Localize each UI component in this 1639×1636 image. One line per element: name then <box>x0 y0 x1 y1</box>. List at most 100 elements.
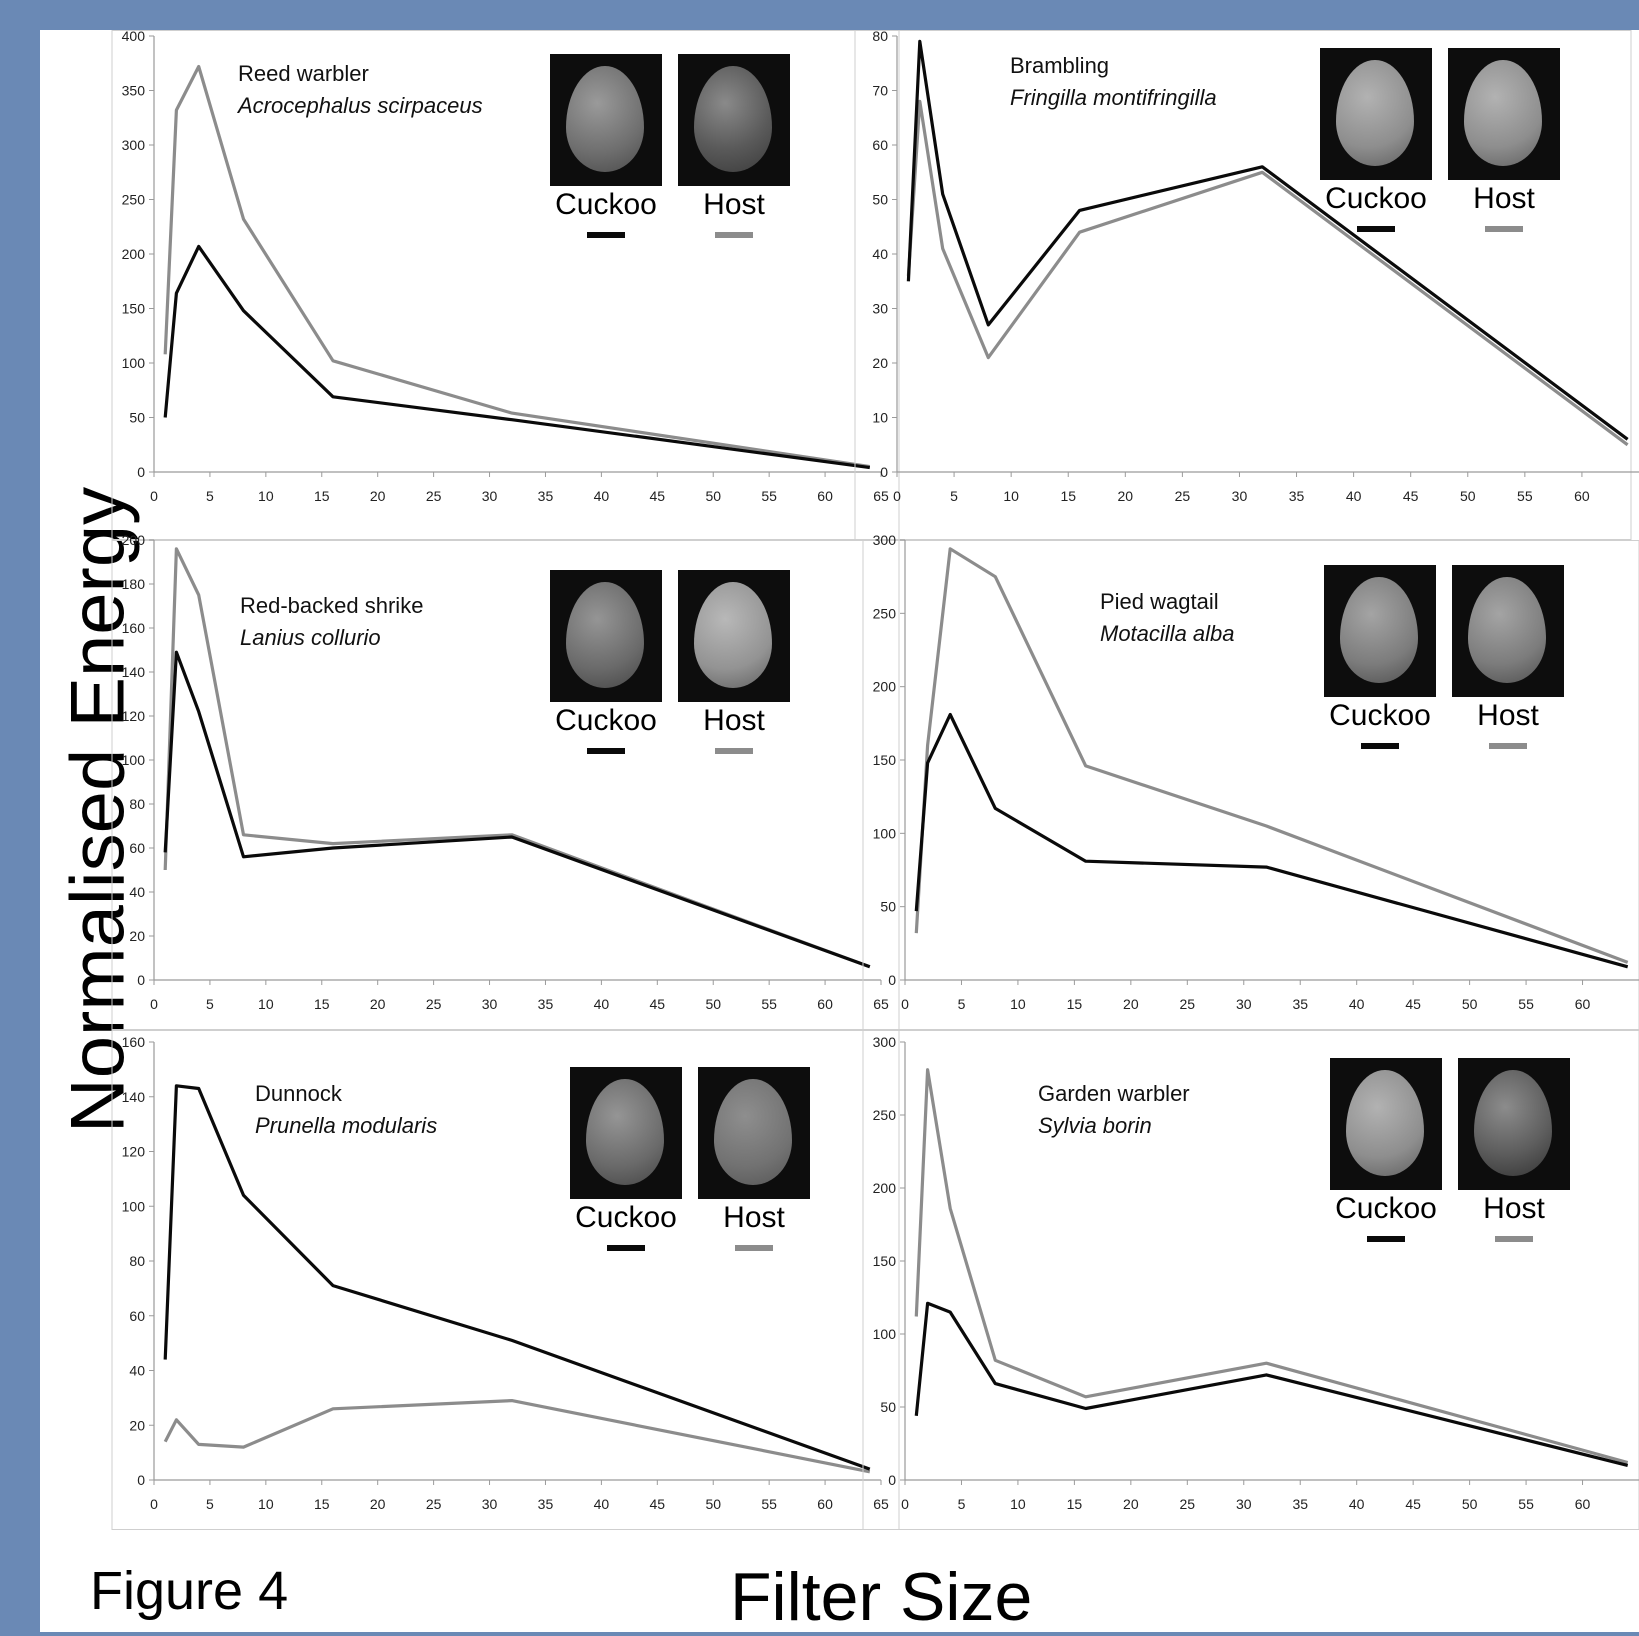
x-tick-label: 10 <box>1010 1496 1026 1512</box>
x-tick-label: 45 <box>1405 996 1421 1012</box>
x-tick-label: 0 <box>901 996 909 1012</box>
y-tick-label: 0 <box>137 1472 145 1488</box>
y-tick-label: 300 <box>122 137 146 153</box>
x-tick-label: 30 <box>1236 1496 1252 1512</box>
x-tick-label: 15 <box>314 1496 330 1512</box>
x-tick-label: 30 <box>1232 488 1248 504</box>
chart-dunnock: 0 20 40 60 80 100 120 140 160 0 5 10 15 20 25 30 35 40 45 5… <box>111 1030 900 1530</box>
x-tick-label: 0 <box>150 488 158 504</box>
x-tick-label: 5 <box>950 488 958 504</box>
egg-icon <box>1474 1070 1552 1176</box>
x-tick-label: 60 <box>1575 996 1591 1012</box>
y-tick-label: 250 <box>873 1107 897 1123</box>
cuckoo-legend-label: Cuckoo <box>555 188 657 221</box>
cuckoo-legend-swatch <box>607 1245 645 1251</box>
host-legend-label: Host <box>1483 1192 1545 1225</box>
cuckoo-egg-photo <box>550 570 662 702</box>
x-tick-label: 15 <box>1067 996 1083 1012</box>
x-tick-label: 60 <box>817 488 833 504</box>
x-tick-label: 5 <box>958 996 966 1012</box>
cuckoo-egg-photo <box>550 54 662 186</box>
chart-red-backed-shrike: 0 20 40 60 80 100 120 140 160 180 200 0 5 10 15 20 25 30 3… <box>111 532 900 1030</box>
series-line-host <box>163 64 871 469</box>
y-tick-label: 0 <box>888 972 896 988</box>
x-tick-label: 5 <box>206 1496 214 1512</box>
x-tick-label: 40 <box>594 996 610 1012</box>
figure-label: Figure 4 <box>90 1561 289 1621</box>
y-tick-label: 60 <box>129 840 145 856</box>
x-tick-label: 15 <box>1067 1496 1083 1512</box>
x-tick-label: 10 <box>258 996 274 1012</box>
x-tick-label: 40 <box>1349 996 1365 1012</box>
y-tick-label: 150 <box>873 752 897 768</box>
x-tick-label: 55 <box>1518 996 1534 1012</box>
y-tick-label: 0 <box>137 464 145 480</box>
x-tick-label: 50 <box>1460 488 1476 504</box>
egg-legend: Cuckoo Host <box>1320 48 1570 238</box>
x-tick-label: 0 <box>901 1496 909 1512</box>
y-tick-label: 200 <box>122 246 146 262</box>
x-tick-label: 35 <box>1289 488 1305 504</box>
x-tick-label: 65 <box>873 1496 889 1512</box>
x-tick-label: 15 <box>1060 488 1076 504</box>
host-legend-label: Host <box>723 1201 785 1234</box>
host-egg-photo <box>1458 1058 1570 1190</box>
x-tick-label: 30 <box>482 1496 498 1512</box>
series-line-cuckoo <box>914 712 1629 969</box>
egg-icon <box>694 66 772 172</box>
x-tick-label: 20 <box>1123 1496 1139 1512</box>
y-tick-label: 40 <box>872 246 888 262</box>
cuckoo-legend-label: Cuckoo <box>1325 182 1427 215</box>
egg-icon <box>1340 577 1418 683</box>
x-tick-label: 60 <box>817 996 833 1012</box>
y-tick-label: 160 <box>122 620 146 636</box>
y-tick-label: 200 <box>873 1180 897 1196</box>
panel-garden-warbler: 0 50 100 150 200 250 300 0 5 10 15 20 25 30 35 40 45 50 55… <box>860 1030 1639 1530</box>
y-tick-label: 120 <box>122 1144 146 1160</box>
x-tick-label: 15 <box>314 488 330 504</box>
panel-title: Dunnock Prunella modularis <box>255 1078 437 1142</box>
chart-brambling: 0 10 20 30 40 50 60 70 80 0 5 10 15 20 25 30 35 40 45 50 55 6… <box>854 28 1639 540</box>
y-tick-label: 30 <box>872 301 888 317</box>
species-latin-name: Lanius collurio <box>240 625 381 650</box>
species-common-name: Reed warbler <box>238 61 369 86</box>
x-tick-label: 50 <box>1462 996 1478 1012</box>
x-tick-label: 20 <box>1118 488 1134 504</box>
panel-title: Brambling Fringilla montifringilla <box>1010 50 1217 114</box>
cuckoo-legend-swatch <box>1367 1236 1405 1242</box>
x-tick-label: 10 <box>258 488 274 504</box>
x-tick-label: 45 <box>650 1496 666 1512</box>
egg-icon <box>586 1079 664 1185</box>
host-egg-photo <box>678 54 790 186</box>
y-tick-label: 0 <box>888 1472 896 1488</box>
panel-frame <box>111 30 900 540</box>
y-tick-label: 50 <box>872 192 888 208</box>
y-tick-label: 50 <box>880 899 896 915</box>
panel-frame <box>854 30 1632 540</box>
panel-frame <box>862 1030 1639 1530</box>
egg-icon <box>694 582 772 688</box>
series-line-host <box>906 99 1629 447</box>
host-legend-swatch <box>1485 226 1523 232</box>
cuckoo-legend-swatch <box>587 748 625 754</box>
cuckoo-egg-photo <box>570 1067 682 1199</box>
cuckoo-legend-label: Cuckoo <box>575 1201 677 1234</box>
x-tick-label: 30 <box>482 996 498 1012</box>
y-tick-label: 40 <box>129 884 145 900</box>
y-tick-label: 300 <box>873 532 897 548</box>
y-tick-label: 20 <box>129 928 145 944</box>
y-tick-label: 100 <box>122 1198 146 1214</box>
panel-frame <box>111 1030 900 1530</box>
x-tick-label: 50 <box>705 1496 721 1512</box>
panel-frame <box>862 540 1639 1030</box>
x-tick-label: 35 <box>538 488 554 504</box>
host-legend-swatch <box>715 232 753 238</box>
x-tick-label: 35 <box>1292 996 1308 1012</box>
panel-title: Red-backed shrike Lanius collurio <box>240 590 423 654</box>
x-tick-label: 60 <box>817 1496 833 1512</box>
x-tick-label: 5 <box>958 1496 966 1512</box>
x-tick-label: 65 <box>873 488 889 504</box>
egg-legend: Cuckoo Host <box>550 54 800 244</box>
y-tick-label: 140 <box>122 1089 146 1105</box>
